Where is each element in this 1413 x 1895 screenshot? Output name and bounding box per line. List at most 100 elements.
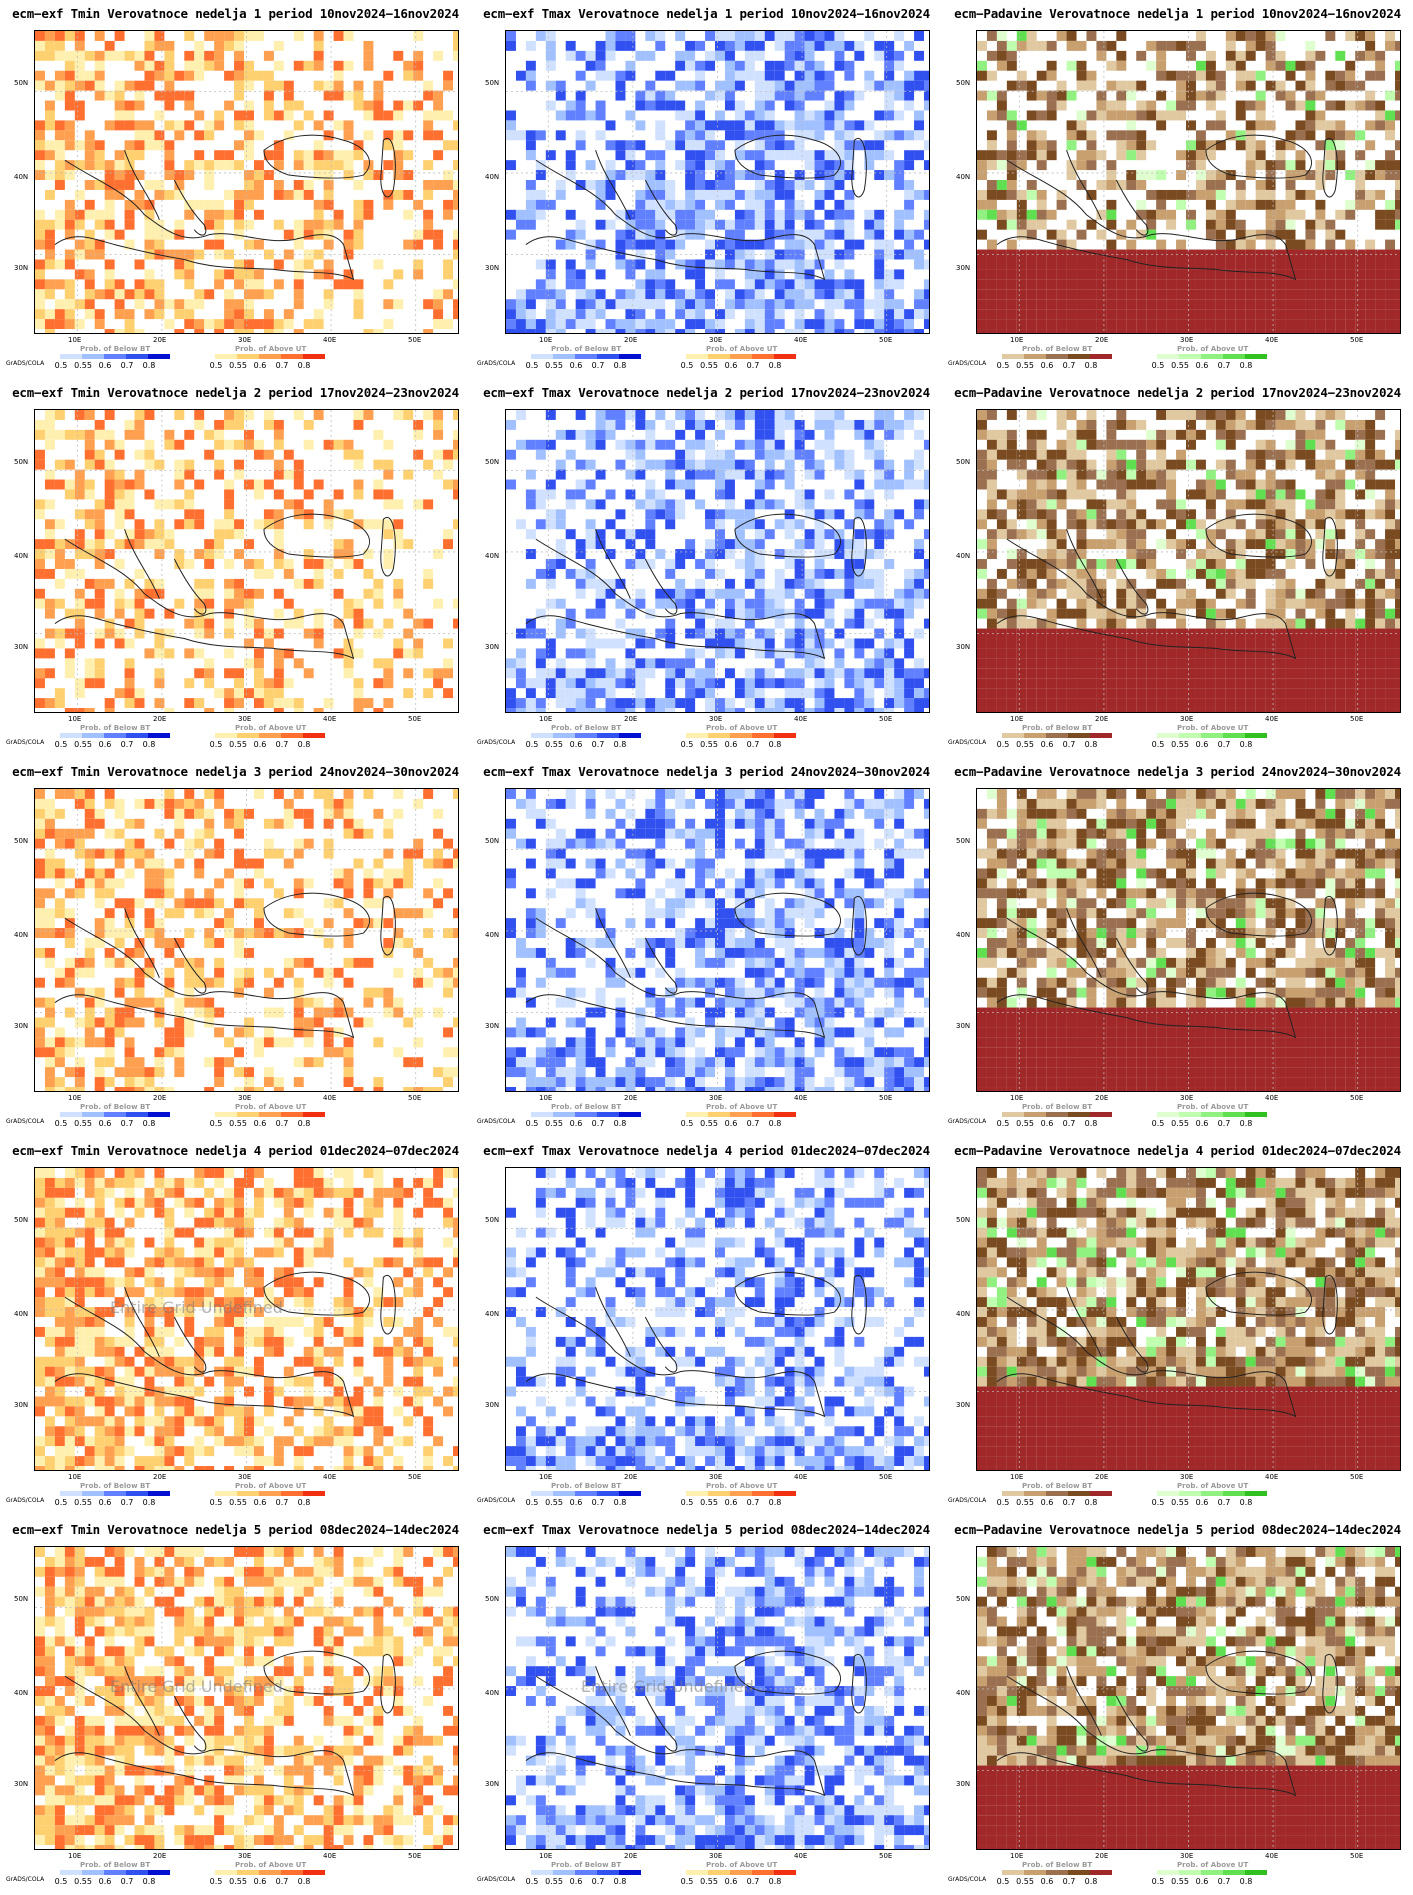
- probability-cell: [44, 608, 55, 619]
- probability-cell: [1126, 489, 1137, 500]
- probability-cell: [44, 239, 55, 250]
- probability-cell: [605, 410, 616, 420]
- probability-cell: [1116, 668, 1127, 679]
- probability-cell: [585, 239, 596, 250]
- probability-cell: [794, 449, 805, 460]
- probability-cell: [986, 549, 997, 560]
- probability-cell: [1166, 648, 1177, 659]
- probability-cell: [1116, 459, 1127, 470]
- probability-cell: [635, 199, 646, 210]
- probability-cell: [1225, 698, 1236, 709]
- probability-cell: [1255, 638, 1266, 649]
- probability-cell: [94, 160, 105, 171]
- probability-cell: [154, 648, 165, 659]
- probability-cell: [443, 529, 454, 540]
- probability-cell: [104, 578, 115, 589]
- probability-cell: [114, 180, 125, 190]
- probability-cell: [1136, 50, 1147, 61]
- probability-cell: [774, 449, 785, 460]
- colorbar-title: Prob. of Below BT: [80, 345, 151, 353]
- probability-cell: [1116, 80, 1127, 91]
- probability-cell: [685, 449, 696, 460]
- probability-cell: [1046, 150, 1057, 161]
- probability-cell: [764, 80, 775, 91]
- probability-cell: [184, 459, 195, 470]
- probability-cell: [1156, 429, 1167, 440]
- probability-cell: [1375, 588, 1386, 599]
- probability-cell: [104, 199, 115, 210]
- probability-cell: [1205, 60, 1216, 71]
- probability-cell: [94, 419, 105, 430]
- probability-cell: [104, 50, 115, 61]
- colorbar-swatch: [82, 733, 104, 738]
- probability-cell: [64, 50, 75, 61]
- probability-cell: [1026, 40, 1037, 51]
- probability-cell: [804, 279, 815, 290]
- probability-cell: [844, 229, 855, 240]
- probability-cell: [734, 419, 745, 430]
- probability-cell: [1395, 668, 1400, 679]
- probability-cell: [1126, 549, 1137, 560]
- probability-cell: [174, 170, 185, 181]
- probability-cell: [734, 140, 745, 151]
- probability-cell: [977, 410, 987, 420]
- probability-cell: [204, 708, 215, 712]
- probability-cell: [804, 708, 815, 712]
- probability-cell: [363, 199, 374, 210]
- probability-cell: [1265, 658, 1276, 669]
- grads-credit: GrADS/COLA: [948, 360, 987, 367]
- probability-cell: [1265, 269, 1276, 280]
- probability-cell: [635, 259, 646, 270]
- probability-cell: [303, 489, 314, 500]
- probability-cell: [864, 708, 875, 712]
- probability-cell: [635, 559, 646, 569]
- probability-cell: [1385, 239, 1396, 250]
- probability-cell: [515, 130, 526, 141]
- probability-cell: [1006, 189, 1017, 200]
- probability-cell: [174, 549, 185, 560]
- probability-cell: [313, 410, 324, 420]
- probability-cell: [343, 648, 354, 659]
- probability-cell: [986, 479, 997, 490]
- probability-cell: [1205, 658, 1216, 669]
- probability-cell: [273, 678, 284, 689]
- probability-cell: [545, 509, 556, 520]
- probability-cell: [545, 329, 556, 333]
- probability-cell: [1345, 658, 1356, 669]
- probability-cell: [1036, 489, 1047, 500]
- probability-cell: [1186, 329, 1196, 333]
- probability-cell: [555, 559, 566, 569]
- probability-cell: [645, 239, 656, 250]
- probability-cell: [273, 429, 284, 440]
- probability-cell: [114, 598, 125, 609]
- probability-cell: [894, 658, 905, 669]
- probability-cell: [423, 229, 434, 240]
- probability-cell: [1066, 608, 1077, 619]
- probability-cell: [1106, 269, 1117, 280]
- probability-cell: [804, 499, 815, 510]
- probability-cell: [1076, 40, 1087, 51]
- probability-cell: [184, 489, 195, 500]
- probability-map: [505, 409, 930, 713]
- probability-cell: [774, 410, 785, 420]
- probability-cell: [1096, 50, 1107, 61]
- longitude-label: 40E: [323, 336, 337, 344]
- probability-cell: [914, 329, 925, 333]
- probability-cell: [724, 509, 735, 520]
- probability-cell: [1186, 588, 1196, 599]
- probability-cell: [1156, 658, 1167, 669]
- probability-cell: [64, 209, 75, 220]
- probability-cell: [1195, 140, 1206, 151]
- probability-cell: [54, 259, 65, 270]
- probability-cell: [373, 489, 384, 500]
- probability-cell: [1255, 259, 1266, 270]
- probability-cell: [595, 469, 606, 480]
- probability-cell: [884, 289, 895, 300]
- probability-cell: [814, 239, 825, 250]
- probability-cell: [575, 229, 586, 240]
- probability-cell: [1166, 299, 1177, 310]
- probability-cell: [685, 678, 696, 689]
- probability-cell: [1076, 479, 1087, 490]
- probability-cell: [1275, 509, 1286, 520]
- probability-cell: [1395, 170, 1400, 181]
